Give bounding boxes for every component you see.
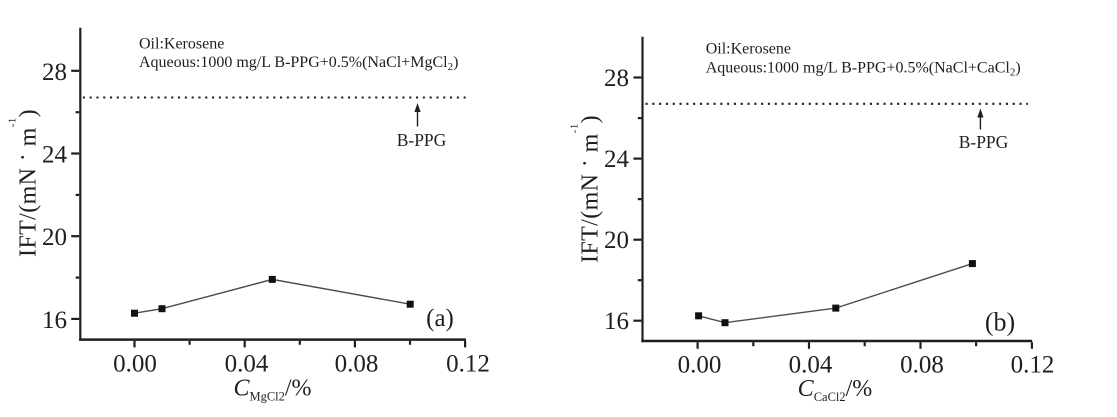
svg-text:CMgCl2/%: CMgCl2/% xyxy=(233,376,311,404)
svg-text:B-PPG: B-PPG xyxy=(397,130,447,150)
svg-text:0.08: 0.08 xyxy=(900,351,944,378)
svg-text:24: 24 xyxy=(604,146,630,173)
svg-text:20: 20 xyxy=(42,224,67,251)
svg-text:CCaCl2/%: CCaCl2/% xyxy=(798,376,873,404)
svg-text:Aqueous:1000 mg/L B-PPG+0.5%(N: Aqueous:1000 mg/L B-PPG+0.5%(NaCl+MgCl2) xyxy=(139,54,458,73)
svg-text:28: 28 xyxy=(604,65,629,92)
svg-text:B-PPG: B-PPG xyxy=(959,132,1009,152)
svg-text:24: 24 xyxy=(42,142,68,169)
svg-text:0.12: 0.12 xyxy=(446,351,490,378)
svg-text:(a): (a) xyxy=(426,305,454,332)
svg-text:16: 16 xyxy=(604,308,629,335)
svg-text:0.00: 0.00 xyxy=(678,351,722,378)
svg-text:Oil:Kerosene: Oil:Kerosene xyxy=(706,41,791,58)
svg-text:0.04: 0.04 xyxy=(225,351,269,378)
svg-text:0.12: 0.12 xyxy=(1011,351,1055,378)
svg-text:16: 16 xyxy=(42,307,67,334)
svg-text:20: 20 xyxy=(604,227,629,254)
svg-text:0.08: 0.08 xyxy=(335,351,379,378)
svg-text:0.00: 0.00 xyxy=(113,351,157,378)
svg-text:(b): (b) xyxy=(985,307,1015,336)
svg-text:Aqueous:1000 mg/L B-PPG+0.5%(N: Aqueous:1000 mg/L B-PPG+0.5%(NaCl+CaCl2) xyxy=(706,59,1021,78)
svg-text:28: 28 xyxy=(42,59,67,86)
svg-text:0.04: 0.04 xyxy=(789,351,833,378)
svg-text:Oil:Kerosene: Oil:Kerosene xyxy=(139,36,224,53)
